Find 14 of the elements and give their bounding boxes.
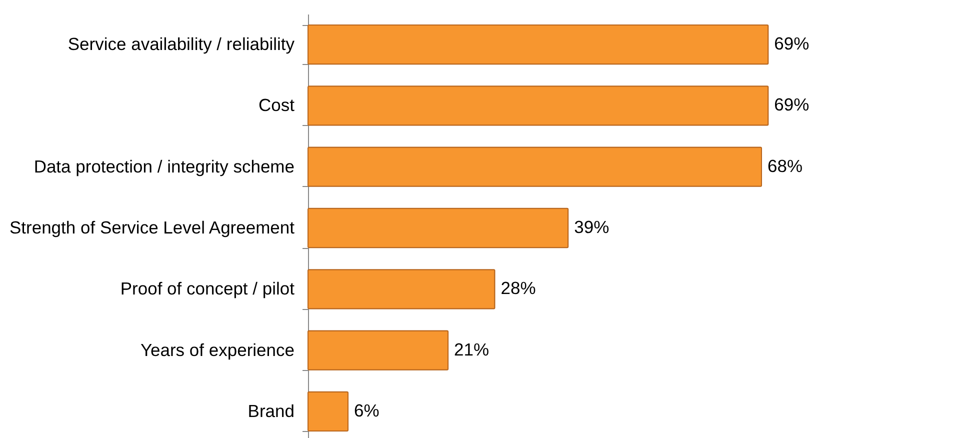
y-tick-label: Service availability / reliability xyxy=(68,34,295,54)
y-tick-label: Years of experience xyxy=(140,340,294,360)
data-label: 6% xyxy=(354,400,380,420)
data-label: 21% xyxy=(454,339,490,360)
data-label: 39% xyxy=(574,217,610,237)
y-tick-label: Strength of Service Level Agreement xyxy=(9,218,295,238)
data-label: 69% xyxy=(774,34,810,54)
data-label: 68% xyxy=(768,156,803,176)
y-tick-label: Proof of concept / pilot xyxy=(120,278,295,299)
data-label: 28% xyxy=(500,278,536,298)
y-tick-label: Cost xyxy=(258,95,295,116)
y-tick-label: Data protection / integrity scheme xyxy=(34,156,294,176)
y-tick-label: Brand xyxy=(248,400,294,421)
data-label: 69% xyxy=(774,94,810,115)
